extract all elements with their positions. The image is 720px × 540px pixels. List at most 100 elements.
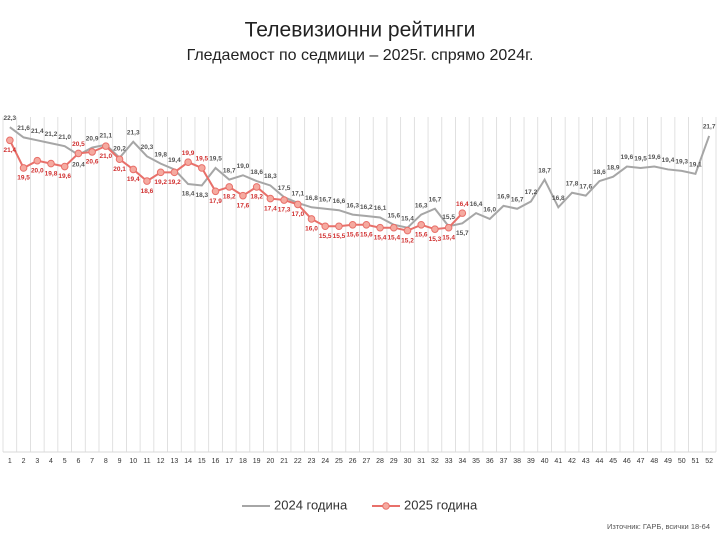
legend-marker xyxy=(382,502,390,510)
data-label: 15,4 xyxy=(401,215,414,222)
data-label: 18,2 xyxy=(223,194,236,201)
x-tick-label: 9 xyxy=(118,458,122,465)
point xyxy=(307,215,316,223)
point xyxy=(239,191,247,200)
data-label: 16,4 xyxy=(456,201,469,208)
point xyxy=(444,223,453,232)
data-label: 15,6 xyxy=(387,213,400,220)
data-label: 21,4 xyxy=(31,128,44,135)
x-tick-label: 18 xyxy=(239,458,247,465)
x-tick-label: 36 xyxy=(486,458,494,465)
x-tick-label: 29 xyxy=(390,458,398,465)
data-label: 21,7 xyxy=(703,124,716,131)
point xyxy=(184,158,192,166)
x-tick-label: 2 xyxy=(22,458,26,465)
x-tick-label: 33 xyxy=(445,458,453,465)
x-tick-label: 26 xyxy=(349,458,357,465)
data-label: 16,7 xyxy=(429,196,442,203)
data-label: 18,7 xyxy=(538,167,551,174)
data-label: 16,3 xyxy=(346,202,359,209)
data-label: 17,2 xyxy=(525,189,538,196)
point xyxy=(115,155,124,164)
x-tick-label: 6 xyxy=(76,458,80,465)
point xyxy=(129,165,138,174)
x-tick-label: 41 xyxy=(554,458,562,465)
data-label: 18,9 xyxy=(607,164,620,171)
data-label: 18,3 xyxy=(195,192,208,199)
data-label: 19,0 xyxy=(237,163,250,170)
point xyxy=(74,149,83,158)
data-label: 16,8 xyxy=(552,195,565,202)
data-label: 16,3 xyxy=(415,202,428,209)
x-tick-label: 23 xyxy=(308,458,316,465)
data-label: 21,3 xyxy=(127,129,140,136)
data-label: 21,1 xyxy=(100,132,113,139)
x-tick-label: 21 xyxy=(280,458,288,465)
data-label: 17,6 xyxy=(579,183,592,190)
x-tick-label: 24 xyxy=(321,458,329,465)
x-tick-label: 51 xyxy=(692,458,700,465)
data-label: 15,4 xyxy=(442,234,455,241)
data-label: 18,6 xyxy=(593,169,606,176)
data-label: 20,6 xyxy=(86,159,99,166)
point xyxy=(211,187,220,196)
data-label: 15,5 xyxy=(333,233,346,240)
point xyxy=(431,225,439,233)
x-tick-label: 25 xyxy=(335,458,343,465)
source: Източник: ГАРБ, всички 18-64 xyxy=(607,522,710,531)
point xyxy=(156,168,165,177)
data-label: 17,4 xyxy=(264,205,277,212)
point xyxy=(321,222,330,231)
x-tick-label: 40 xyxy=(541,458,549,465)
data-label: 19,8 xyxy=(45,170,58,177)
point xyxy=(47,159,55,168)
point xyxy=(198,164,206,172)
data-label: 21,0 xyxy=(100,153,113,160)
data-label: 19,3 xyxy=(675,159,688,166)
data-label: 19,5 xyxy=(17,175,30,182)
x-tick-label: 4 xyxy=(49,458,53,465)
x-tick-label: 17 xyxy=(225,458,233,465)
data-label: 17,0 xyxy=(291,211,304,218)
data-label: 15,2 xyxy=(401,237,414,244)
data-label: 15,5 xyxy=(319,233,332,240)
data-label: 19,9 xyxy=(182,150,195,157)
data-label: 17,5 xyxy=(278,185,291,192)
x-tick-label: 16 xyxy=(212,458,220,465)
x-tick-label: 30 xyxy=(404,458,412,465)
data-label: 16,9 xyxy=(497,194,510,201)
data-label: 19,5 xyxy=(634,156,647,163)
data-label: 16,7 xyxy=(511,196,524,203)
x-tick-label: 49 xyxy=(664,458,672,465)
data-label: 16,4 xyxy=(470,201,483,208)
x-tick-label: 13 xyxy=(170,458,178,465)
point xyxy=(293,200,302,209)
x-tick-label: 8 xyxy=(104,458,108,465)
data-label: 19,5 xyxy=(209,156,222,163)
point xyxy=(458,209,467,217)
x-tick-label: 37 xyxy=(500,458,508,465)
point xyxy=(266,194,275,203)
point xyxy=(403,226,412,235)
x-tick-label: 32 xyxy=(431,458,439,465)
point xyxy=(6,136,14,145)
data-label: 21,6 xyxy=(17,125,30,132)
data-label: 16,0 xyxy=(483,207,496,214)
x-tick-label: 3 xyxy=(35,458,39,465)
data-label: 15,4 xyxy=(387,234,400,241)
x-tick-label: 39 xyxy=(527,458,535,465)
x-tick-label: 44 xyxy=(596,458,604,465)
data-label: 21,4 xyxy=(4,147,17,154)
data-label: 16,0 xyxy=(305,226,318,233)
point xyxy=(389,223,398,232)
legend-label: 2025 година xyxy=(404,497,478,512)
data-label: 20,9 xyxy=(86,135,99,142)
x-tick-label: 34 xyxy=(458,458,466,465)
point xyxy=(348,220,357,229)
data-label: 18,2 xyxy=(250,194,263,201)
data-label: 19,6 xyxy=(621,154,634,161)
data-label: 17,1 xyxy=(291,191,304,198)
data-label: 19,4 xyxy=(168,157,181,164)
data-label: 20,3 xyxy=(141,144,154,151)
x-tick-label: 45 xyxy=(609,458,617,465)
